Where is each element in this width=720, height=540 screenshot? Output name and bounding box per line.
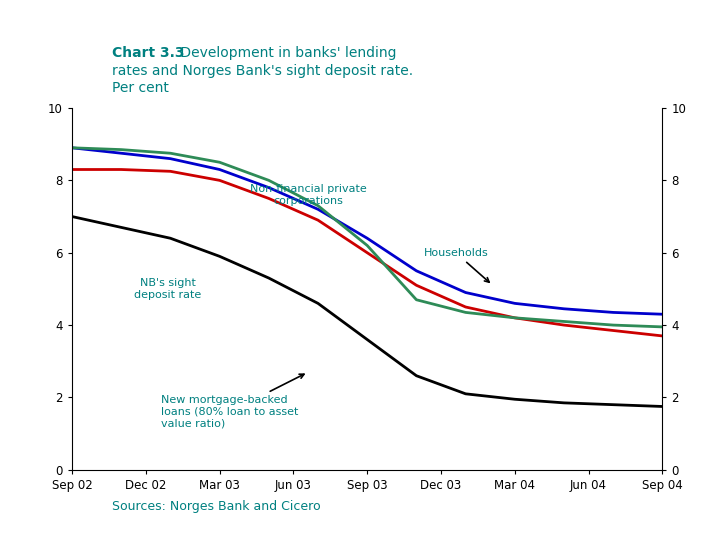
- Text: Households: Households: [423, 248, 489, 282]
- Text: Chart 3.3: Chart 3.3: [112, 46, 184, 60]
- Text: New mortgage-backed
loans (80% loan to asset
value ratio): New mortgage-backed loans (80% loan to a…: [161, 374, 304, 429]
- Text: Development in banks' lending: Development in banks' lending: [176, 46, 397, 60]
- Text: Per cent: Per cent: [112, 82, 168, 96]
- Text: Non-financial private
corporations: Non-financial private corporations: [250, 184, 366, 206]
- Text: NB's sight
deposit rate: NB's sight deposit rate: [135, 278, 202, 300]
- Text: rates and Norges Bank's sight deposit rate.: rates and Norges Bank's sight deposit ra…: [112, 64, 413, 78]
- Text: Sources: Norges Bank and Cicero: Sources: Norges Bank and Cicero: [112, 500, 320, 514]
